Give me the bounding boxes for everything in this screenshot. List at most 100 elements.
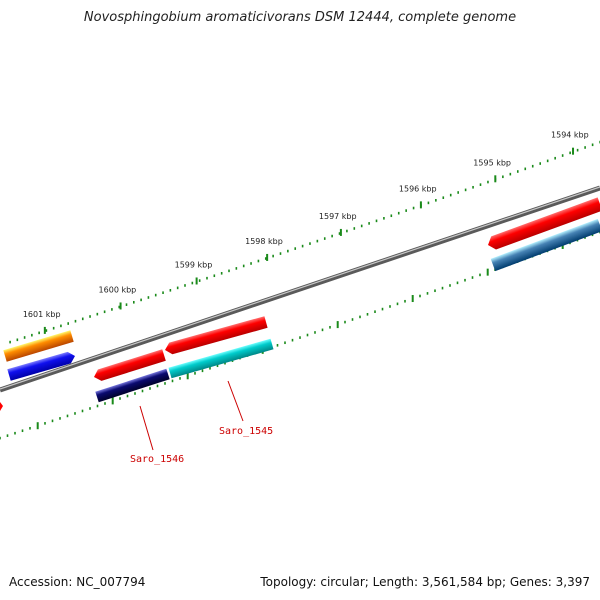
outer-scale-dot (487, 180, 489, 184)
outer-scale-dot (23, 336, 26, 339)
inner-scale-dot (374, 310, 376, 313)
outer-scale-dot (154, 293, 157, 297)
outer-scale-dot (524, 167, 527, 171)
inner-scale-dot (194, 372, 196, 375)
accession-label: Accession: NC_007794 (9, 575, 146, 589)
inner-scale-dot (359, 315, 361, 319)
gene-arrow-Saro_1546-cds[interactable] (95, 368, 170, 403)
outer-scale-dot (427, 201, 430, 205)
edge-gene-fragment[interactable] (0, 402, 3, 411)
outer-scale-dot (569, 151, 571, 155)
outer-scale-major-tick (419, 201, 422, 209)
outer-scale-dot (368, 222, 370, 225)
inner-scale-dot (156, 384, 159, 388)
inner-scale-major-tick (111, 397, 114, 405)
gene-arrow-Saro_1545-cds[interactable] (168, 338, 274, 379)
outer-scale-dot (316, 239, 319, 243)
outer-scale-dot (206, 276, 208, 280)
outer-scale-dot (509, 172, 512, 176)
inner-scale-major-tick (36, 422, 39, 430)
outer-scale-dot (272, 254, 274, 258)
inner-scale-dot (291, 338, 294, 342)
outer-scale-dot (435, 198, 437, 202)
outer-scale-dot (502, 175, 504, 179)
outer-scale-dot (309, 242, 311, 245)
kbp-tick-label: 1598 kbp (245, 237, 283, 246)
outer-scale-dot (67, 322, 69, 325)
inner-scale-dot (201, 369, 204, 373)
outer-scale-dot (235, 267, 238, 270)
inner-scale-dot (306, 333, 309, 337)
gene-arrow-left-gene-orange[interactable] (3, 330, 74, 362)
inner-scale-major-tick (336, 321, 339, 329)
inner-scale-dot (164, 382, 166, 385)
inner-scale-dot (344, 320, 346, 324)
outer-scale-dot (584, 146, 586, 149)
outer-scale-dot (457, 191, 459, 194)
inner-scale-dot (224, 361, 226, 365)
outer-scale-dot (554, 156, 556, 160)
inner-scale-dot (51, 419, 54, 423)
outer-scale-dot (111, 308, 113, 311)
outer-scale-dot (220, 271, 223, 275)
inner-scale-dot (0, 436, 1, 440)
outer-scale-dot (472, 185, 474, 189)
gene-arrow-right-gene-red[interactable] (488, 197, 600, 250)
outer-scale-dot (228, 269, 230, 273)
Saro_1545-label[interactable]: Saro_1545 (219, 426, 273, 437)
outer-scale-dot (479, 183, 482, 186)
outer-scale-dot (184, 284, 186, 287)
kbp-tick-label: 1599 kbp (175, 260, 213, 269)
outer-scale-dot (52, 326, 55, 330)
Saro_1545-leader-line (227, 380, 244, 422)
inner-scale-major-tick (186, 372, 189, 380)
outer-scale-dot (338, 232, 341, 235)
inner-scale-dot (449, 284, 451, 287)
outer-scale-dot (16, 338, 19, 342)
inner-scale-dot (396, 302, 399, 306)
outer-scale-dot (287, 249, 289, 253)
gene-arrow-Saro_1546[interactable] (94, 349, 166, 381)
outer-scale-dot (257, 259, 260, 263)
outer-scale-dot (147, 296, 150, 299)
outer-scale-dot (264, 257, 267, 260)
outer-scale-major-tick (266, 253, 269, 261)
outer-scale-dot (397, 211, 400, 215)
outer-scale-dot (516, 170, 519, 173)
inner-scale-dot (59, 417, 61, 420)
inner-scale-dot (471, 276, 474, 279)
outer-scale-dot (81, 317, 84, 321)
inner-scale-dot (314, 331, 316, 334)
inner-scale-dot (404, 299, 406, 303)
outer-scale-dot (250, 262, 252, 265)
inner-scale-dot (134, 392, 136, 395)
outer-scale-dot (546, 159, 549, 163)
inner-scale-dot (351, 318, 354, 321)
outer-scale-dot (539, 162, 541, 165)
Saro_1546-label[interactable]: Saro_1546 (130, 454, 184, 465)
inner-scale-dot (591, 233, 594, 237)
gene-arrow-right-gene-steel[interactable] (490, 218, 600, 272)
outer-scale-dot (60, 324, 62, 328)
genome-backbone (0, 185, 600, 393)
inner-scale-dot (141, 389, 144, 393)
gene-arrow-Saro_1545[interactable] (165, 316, 268, 355)
outer-scale-major-tick (195, 277, 198, 285)
outer-scale-dot (383, 216, 385, 220)
outer-scale-dot (176, 286, 179, 290)
Saro_1546-leader-line (139, 405, 154, 451)
inner-scale-dot (479, 273, 481, 277)
inner-scale-dot (171, 379, 174, 383)
outer-scale-major-tick (119, 302, 122, 310)
gene-arrow-left-gene-blue[interactable] (7, 351, 75, 381)
outer-scale-major-tick (339, 228, 342, 236)
outer-scale-dot (531, 164, 534, 168)
kbp-tick-label: 1594 kbp (551, 131, 589, 140)
outer-scale-dot (591, 143, 594, 147)
inner-scale-dot (299, 336, 301, 339)
outer-scale-dot (442, 196, 445, 199)
outer-scale-dot (103, 310, 106, 314)
outer-scale-dot (140, 298, 142, 302)
